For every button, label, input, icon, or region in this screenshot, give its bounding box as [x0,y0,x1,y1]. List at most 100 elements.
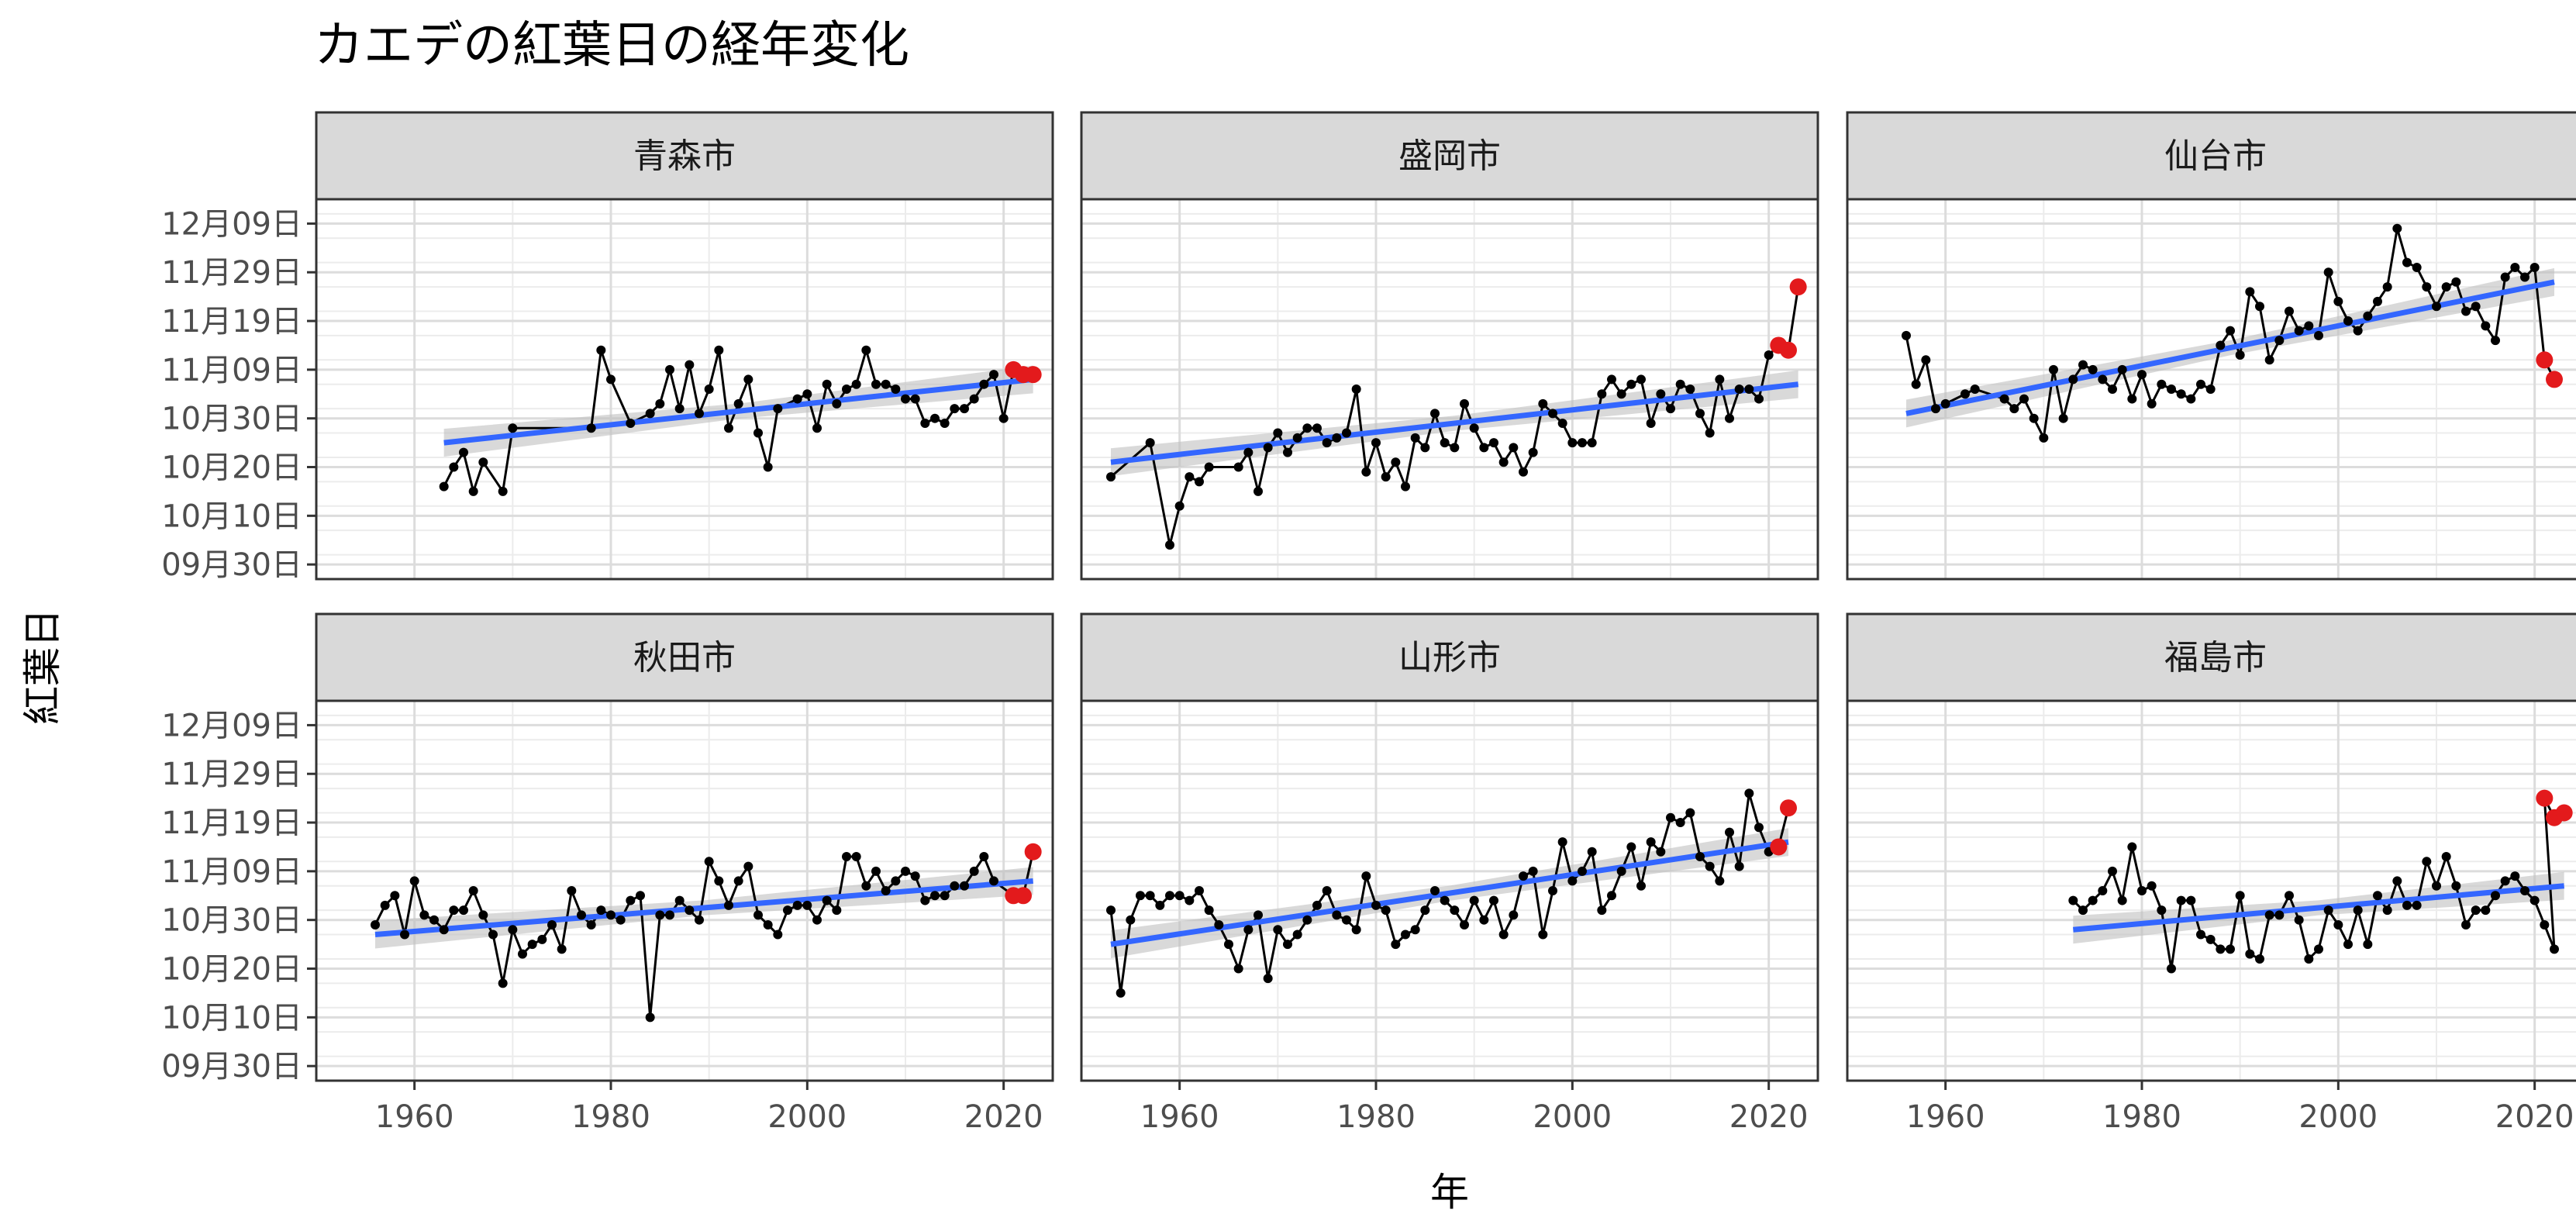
x-tick-label: 2020 [2495,1099,2574,1135]
data-point [910,394,920,404]
trend-line [1110,381,1799,465]
panel-border [1080,699,1819,1082]
data-point [861,881,871,891]
trend-line [1110,839,1789,947]
data-point [2285,891,2294,901]
data-point [2382,905,2392,916]
data-point [969,866,979,876]
data-point [2314,330,2323,340]
data-point [2294,326,2304,336]
data-point [812,423,822,433]
data-point [2294,915,2304,925]
data-point [1361,467,1371,477]
data-point [2068,895,2078,905]
panel-border [1846,198,2576,581]
data-point [616,915,626,925]
data-point [1195,477,1204,487]
data-point [704,385,714,394]
data-point [1185,895,1195,905]
data-point [1106,905,1116,916]
data-point [2363,940,2373,950]
data-point [1322,886,1332,895]
data-point [2314,944,2323,954]
data-point [1715,374,1725,385]
data-point [2167,964,2176,974]
data-point [871,866,881,876]
data-point [881,886,891,895]
data-point [822,895,832,905]
panel-3: 仙台市 [1846,111,2576,581]
data-point [2147,881,2157,891]
data-point [1254,486,1263,496]
data-point [2205,934,2216,944]
data-point [743,374,753,385]
data-point [1479,443,1489,453]
data-point [1254,910,1263,920]
data-point [2157,379,2167,389]
data-point [2235,350,2245,360]
data-point [2412,262,2422,272]
y-tick-label: 11月19日 [161,805,302,841]
data-point [596,905,606,916]
data-point [2108,866,2117,876]
data-point [1145,438,1155,448]
data-point [2500,272,2510,282]
data-point [2147,398,2157,409]
data-point [792,394,802,404]
y-tick-label: 11月29日 [161,757,302,792]
data-point [851,379,861,389]
data-point [1342,428,1351,438]
data-point [2264,355,2274,365]
y-tick-label: 10月30日 [161,903,302,939]
data-point [645,409,655,419]
panel-border [315,198,1054,581]
highlight-point [1780,799,1797,817]
data-point [1391,457,1401,467]
data-point [2333,296,2343,306]
data-point [1666,812,1675,823]
x-tick-label: 2000 [1533,1099,1612,1135]
x-tick-label: 2000 [767,1099,847,1135]
data-point [1911,379,1921,389]
data-point [2461,919,2471,929]
data-point [960,881,969,891]
data-point [1489,438,1498,448]
panel-1: 青森市 12月09日 11月29日 11月19日 11月09日 10月30日 10月20日 1… [161,111,1054,583]
data-point [2491,891,2500,901]
x-tick-label: 2020 [964,1099,1043,1135]
data-point [2412,900,2422,910]
data-point [822,379,832,389]
data-point [871,379,881,389]
data-point [2098,374,2108,385]
data-point [1126,915,1136,925]
highlight-point [1770,838,1788,856]
data-point [1401,481,1410,491]
data-point [2285,306,2294,316]
data-point [2245,949,2255,959]
data-point [2058,413,2068,423]
data-point [606,374,616,385]
data-point [2382,282,2392,292]
data-point [1351,385,1361,394]
data-point [1469,895,1479,905]
panel-strip-label: 青森市 [633,136,736,176]
data-point [1195,886,1204,895]
data-point [439,925,449,935]
data-point [1931,404,1940,414]
data-point [763,919,773,929]
data-point [950,404,960,414]
data-point [1469,423,1479,433]
data-point [1557,837,1567,847]
data-point [1312,900,1322,910]
data-point [881,379,891,389]
data-point [2491,336,2500,346]
chart-title: カエデの紅葉日の経年変化 [314,17,909,74]
data-point [1283,447,1292,457]
data-point [2049,364,2058,374]
data-point [2422,282,2432,292]
data-point [1263,443,1273,453]
data-point [2098,886,2108,895]
y-tick-label: 11月09日 [161,854,302,890]
data-point [695,409,704,419]
